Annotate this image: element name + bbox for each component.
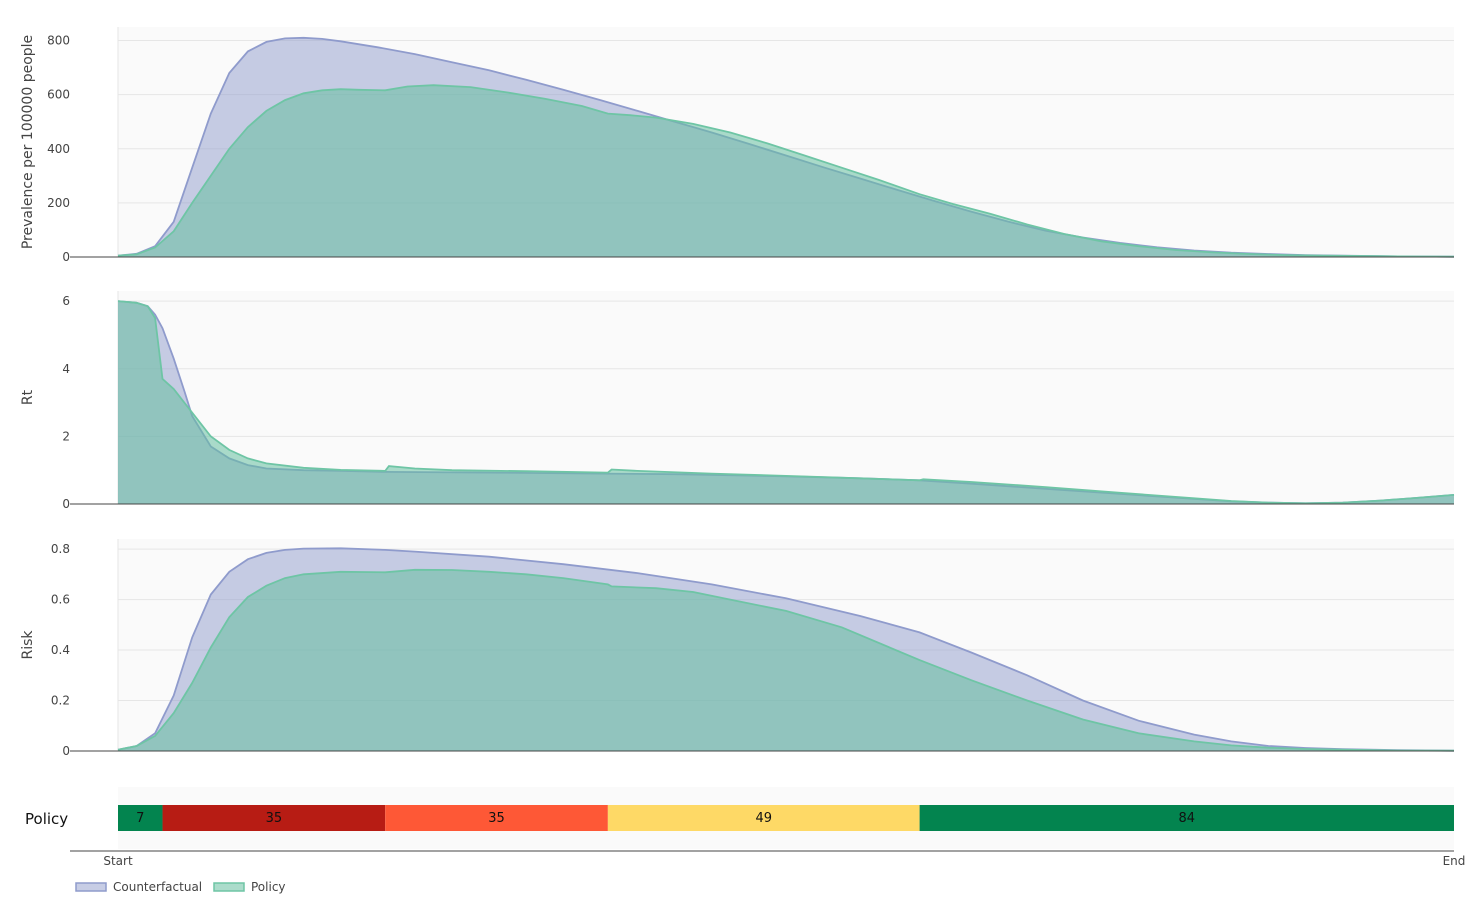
legend-swatch [213, 882, 245, 892]
policy-segment [919, 805, 1454, 831]
policy-segment [385, 805, 608, 831]
y-tick-label: 2 [62, 429, 70, 443]
y-tick-label: 0 [62, 497, 70, 511]
policy-segment [118, 805, 163, 831]
policy-panel: Policy 7 35 35 49 84 [25, 787, 1454, 849]
legend-swatch [75, 882, 107, 892]
y-axis-title: Rt [20, 389, 36, 405]
y-tick-label: 200 [47, 196, 70, 210]
policy-title: Policy [25, 810, 68, 828]
y-tick-label: 600 [47, 88, 70, 102]
policy-segment-label: 35 [266, 811, 283, 826]
plot-background [118, 291, 1454, 504]
policy-segment-label: 49 [755, 811, 772, 826]
x-tick-end: End [1443, 854, 1466, 868]
y-axis-title: Prevalence per 100000 people [20, 35, 36, 249]
y-tick-label: 0.4 [51, 643, 70, 657]
policy-line [117, 568, 1455, 752]
policy-segment-label: 7 [136, 811, 144, 826]
y-tick-label: 4 [62, 362, 70, 376]
policy-area [118, 85, 1454, 257]
y-tick-label: 0 [62, 250, 70, 264]
policy-line [117, 84, 1455, 258]
y-axis-title: Risk [20, 630, 36, 660]
y-tick-label: 0.2 [51, 694, 70, 708]
policy-area [118, 301, 1454, 504]
y-tick-label: 6 [62, 294, 70, 308]
policy-segment [607, 805, 920, 831]
risk-panel: 0 0.2 0.4 0.6 0.8 Risk [20, 539, 1455, 758]
y-tick-label: 0.6 [51, 593, 70, 607]
prevalence-panel: 0 200 400 600 800 Prevalence per 100000 peopl… [20, 27, 1455, 264]
policy-line [117, 300, 1455, 505]
legend-label: Counterfactual [113, 880, 202, 894]
policy-segment-label: 35 [488, 811, 505, 826]
policy-segment [162, 805, 386, 831]
legend-label: Policy [251, 880, 286, 894]
x-tick-start: Start [103, 854, 133, 868]
y-tick-label: 400 [47, 142, 70, 156]
rt-panel: 0 2 4 6 Rt [20, 291, 1455, 511]
y-tick-label: 0.8 [51, 542, 70, 556]
counterfactual-line [117, 547, 1455, 752]
y-tick-label: 800 [47, 34, 70, 48]
y-tick-label: 0 [62, 744, 70, 758]
policy-segment-label: 84 [1179, 811, 1196, 826]
legend: Counterfactual Policy [75, 880, 286, 894]
policy-area [118, 569, 1454, 751]
